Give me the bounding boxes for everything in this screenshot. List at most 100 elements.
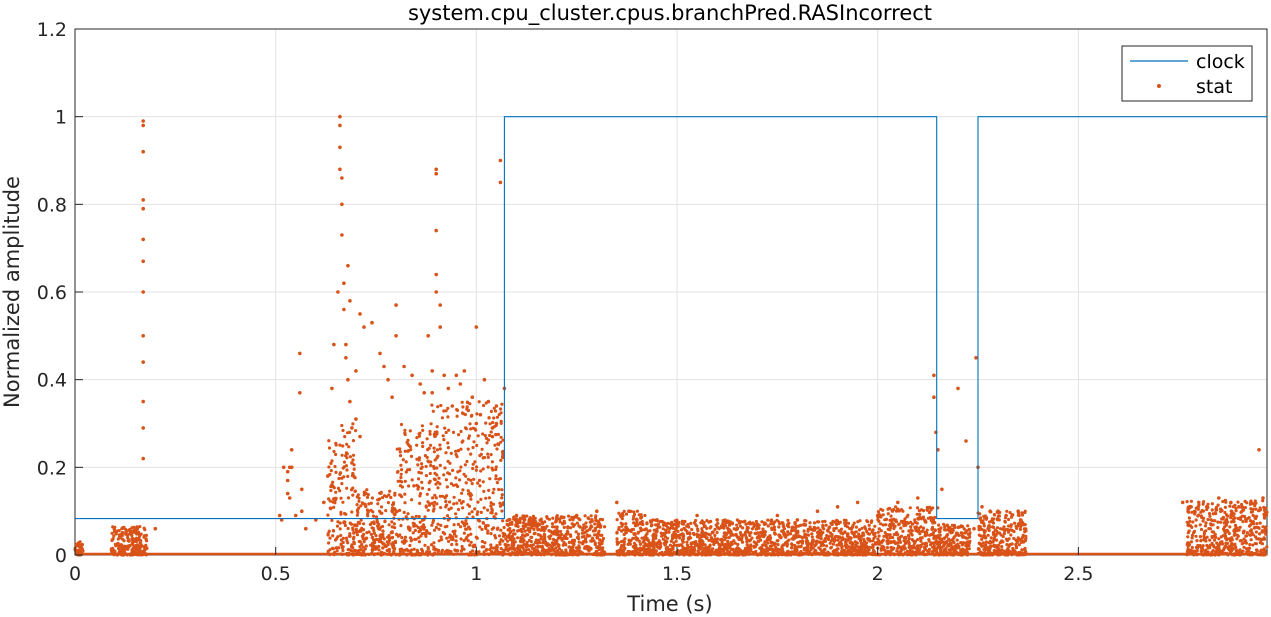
stat-point [442, 473, 446, 477]
stat-point [516, 524, 520, 529]
stat-point [344, 356, 348, 360]
stat-point [695, 532, 699, 536]
stat-point [938, 530, 942, 534]
stat-point [348, 532, 352, 536]
stat-point [327, 465, 331, 469]
stat-point [531, 514, 536, 518]
stat-point [448, 533, 452, 537]
stat-point [1019, 522, 1023, 526]
stat-point [338, 521, 342, 525]
stat-point [365, 536, 369, 540]
stat-point [549, 534, 553, 538]
stat-point [1190, 533, 1195, 538]
stat-point [1194, 518, 1198, 522]
stat-point [450, 404, 455, 408]
stat-point [685, 524, 689, 528]
stat-point [459, 447, 463, 451]
stat-point [886, 538, 890, 542]
stat-point [701, 540, 705, 545]
stat-point [565, 536, 569, 541]
stat-point [670, 547, 674, 552]
stat-point [141, 426, 145, 430]
stat-point [729, 533, 733, 538]
stat-point [517, 549, 521, 554]
stat-point [542, 525, 546, 529]
stat-point [915, 548, 919, 552]
stat-point [1248, 529, 1252, 533]
stat-point [435, 448, 439, 452]
stat-point [400, 536, 404, 540]
stat-point [466, 401, 470, 405]
stat-point [895, 549, 899, 553]
stat-point [776, 547, 780, 551]
stat-point [366, 514, 370, 518]
stat-point [1216, 503, 1220, 507]
stat-point [732, 527, 736, 531]
stat-point [1239, 517, 1243, 521]
stat-point [434, 525, 438, 530]
stat-point [701, 549, 705, 553]
stat-point [432, 507, 436, 511]
stat-point [520, 530, 524, 534]
stat-point [395, 532, 399, 537]
stat-point [398, 508, 402, 512]
stat-point [1187, 529, 1191, 533]
stat-point [1264, 532, 1268, 536]
stat-point [522, 521, 526, 525]
stat-point [368, 522, 372, 527]
stat-point [138, 532, 142, 537]
stat-point [429, 543, 433, 547]
stat-point [493, 443, 497, 447]
stat-point [132, 544, 136, 548]
stat-point [740, 550, 744, 554]
stat-point [141, 198, 145, 202]
stat-point [1006, 528, 1010, 532]
stat-point [556, 542, 560, 547]
stat-point [543, 534, 547, 538]
stat-point [1198, 523, 1202, 527]
stat-point [633, 533, 637, 537]
stat-point [997, 518, 1001, 522]
stat-point [947, 548, 951, 552]
stat-point [615, 500, 619, 505]
stat-point [451, 468, 455, 472]
stat-point [328, 499, 332, 503]
stat-point [937, 523, 941, 527]
stat-point [921, 542, 925, 546]
stat-point [334, 452, 338, 457]
stat-point [454, 449, 458, 453]
stat-point [897, 522, 901, 527]
stat-point [417, 477, 421, 481]
stat-point [494, 404, 499, 408]
stat-point [862, 540, 866, 544]
stat-point [446, 459, 450, 463]
stat-point [721, 522, 726, 526]
stat-point [345, 442, 349, 446]
stat-point [429, 422, 433, 426]
stat-point [409, 539, 413, 543]
stat-point [708, 520, 712, 524]
stat-point [615, 518, 619, 522]
stat-point [631, 536, 635, 541]
stat-point [494, 536, 498, 540]
stat-point [379, 505, 384, 509]
stat-point [867, 523, 871, 527]
stat-point [471, 445, 475, 450]
stat-point [763, 540, 767, 544]
stat-point [854, 535, 859, 539]
stat-point [682, 526, 686, 530]
stat-point [572, 549, 576, 554]
stat-point [645, 548, 649, 553]
stat-point [933, 520, 937, 525]
stat-point [921, 509, 926, 513]
stat-point [331, 534, 335, 538]
stat-point [342, 281, 346, 286]
stat-point [81, 549, 85, 553]
stat-point [330, 386, 334, 391]
stat-point [332, 505, 336, 509]
stat-point [1240, 509, 1244, 513]
stat-point [328, 536, 332, 540]
stat-point [1199, 546, 1204, 550]
stat-point [699, 521, 703, 525]
stat-point [488, 477, 492, 481]
